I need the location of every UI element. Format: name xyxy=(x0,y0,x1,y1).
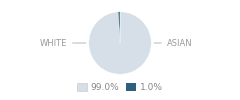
Text: WHITE: WHITE xyxy=(40,38,86,48)
Text: ASIAN: ASIAN xyxy=(154,38,192,48)
Wedge shape xyxy=(118,12,120,43)
Legend: 99.0%, 1.0%: 99.0%, 1.0% xyxy=(73,79,167,95)
Wedge shape xyxy=(89,12,151,74)
